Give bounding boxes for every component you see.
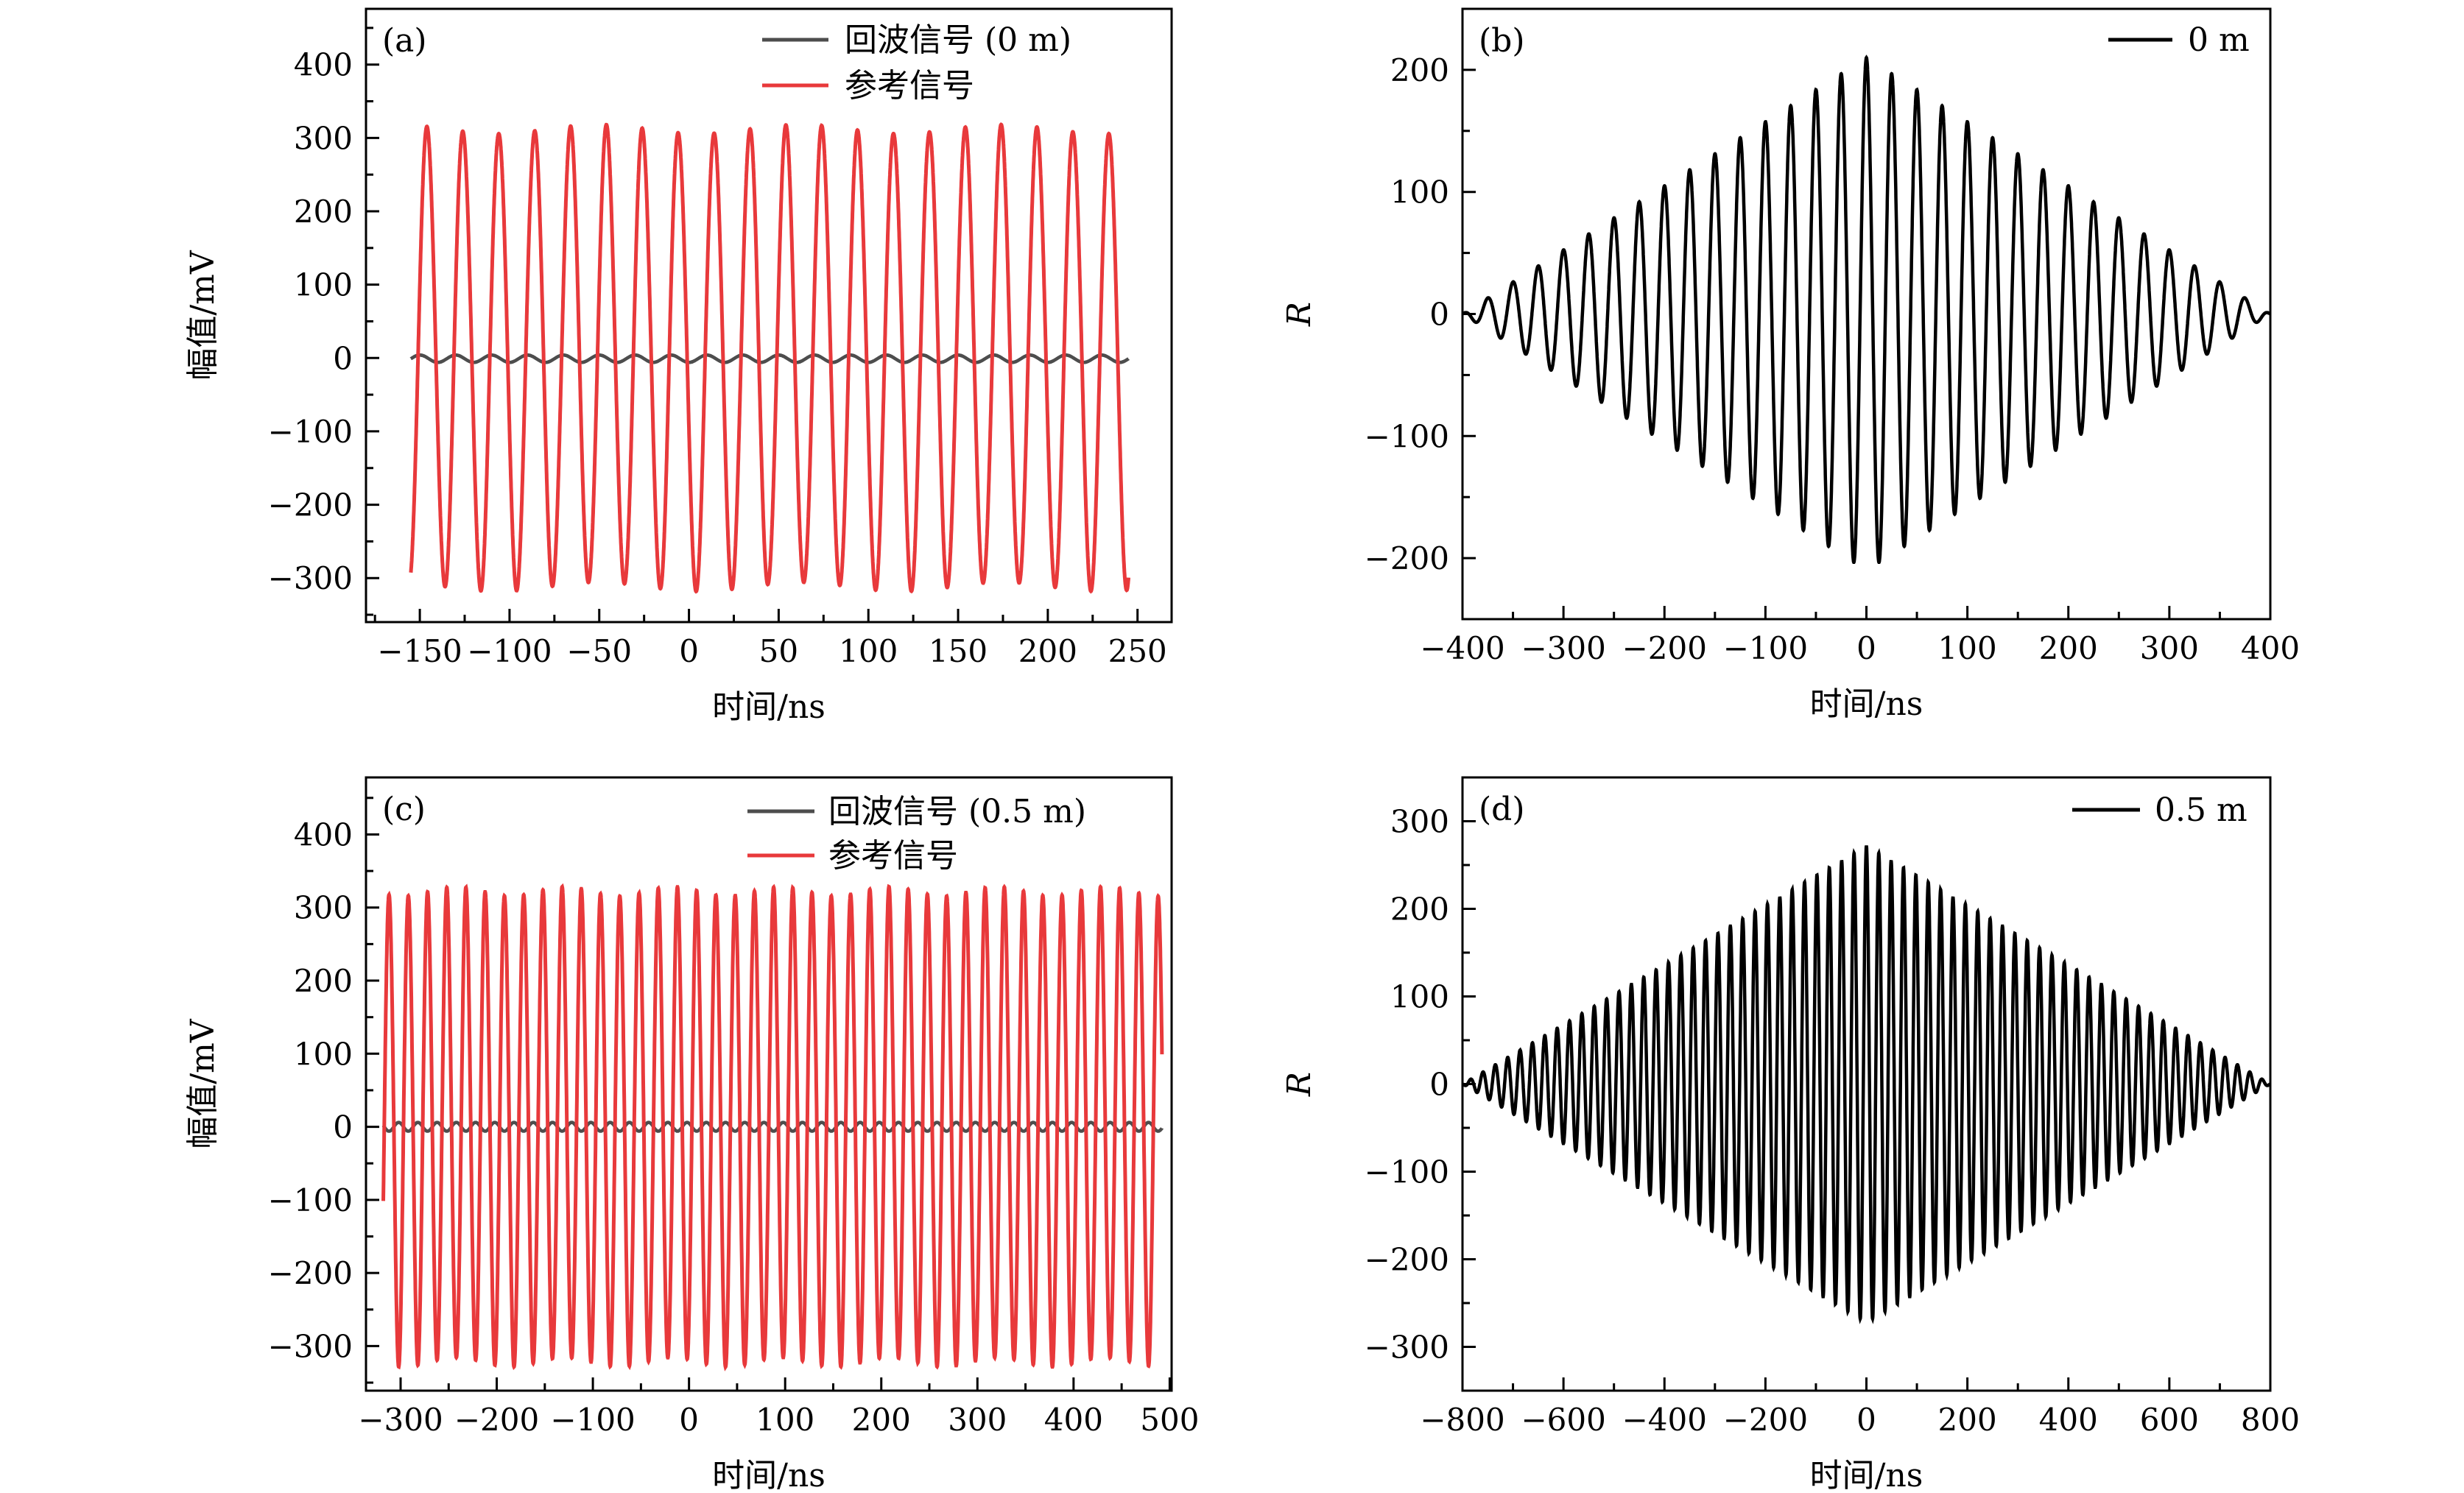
x-tick-label: −150 xyxy=(377,633,462,669)
y-tick-label: −300 xyxy=(268,1328,353,1364)
y-tick-label: −300 xyxy=(1365,1330,1449,1366)
x-tick-label: −400 xyxy=(1622,1402,1707,1438)
x-axis-label: 时间/ns xyxy=(1810,685,1923,723)
plot-frame xyxy=(365,776,1173,1392)
series-line-0 xyxy=(381,1120,1164,1133)
x-tick-label: −200 xyxy=(1723,1402,1808,1438)
y-tick-label: 200 xyxy=(1390,892,1449,928)
y-tick-label: 300 xyxy=(294,890,353,926)
x-tick-label: 150 xyxy=(929,633,988,669)
y-tick-label: 200 xyxy=(1390,52,1449,88)
x-tick-label: −600 xyxy=(1521,1402,1605,1438)
x-axis-label: 时间/ns xyxy=(712,1457,826,1493)
panel-d: −800 −600 −400 −200 0 200 400 600 800 −300 −200 −10… xyxy=(1281,776,2300,1493)
y-tick-label: 100 xyxy=(1390,979,1449,1015)
y-tick-label: 100 xyxy=(294,267,353,303)
panel-label: (b) xyxy=(1479,22,1525,60)
x-tick-label: −100 xyxy=(550,1402,635,1438)
x-tick-label: 0 xyxy=(679,633,699,669)
x-tick-label: −300 xyxy=(358,1402,443,1438)
series-line-1 xyxy=(409,122,1130,594)
x-tick-label: −400 xyxy=(1420,630,1504,666)
x-tick-label: 50 xyxy=(759,633,798,669)
x-tick-label: −100 xyxy=(467,633,552,669)
panel-c: −300 −200 −100 0 100 200 300 400 500 −300 −200 −100… xyxy=(184,776,1199,1493)
x-tick-label: −50 xyxy=(566,633,632,669)
y-tick-label: −100 xyxy=(1365,418,1449,454)
panel-b: −400 −300 −200 −100 0 100 200 300 400 −200 −100 0 10… xyxy=(1281,7,2300,723)
x-tick-label: 200 xyxy=(2039,630,2098,666)
x-tick-label: 100 xyxy=(756,1402,814,1438)
y-tick-label: 200 xyxy=(294,963,353,999)
y-axis-label: R xyxy=(1281,302,1318,327)
x-tick-label: 0 xyxy=(1856,1402,1876,1438)
x-tick-label: 250 xyxy=(1108,633,1167,669)
legend-label: 参考信号 xyxy=(845,67,974,105)
panel-label: (a) xyxy=(382,22,427,60)
y-tick-label: −100 xyxy=(268,1182,353,1218)
x-tick-label: 100 xyxy=(839,633,898,669)
y-tick-label: 100 xyxy=(1390,174,1449,211)
y-tick-label: 0 xyxy=(1429,1067,1449,1103)
x-tick-label: −300 xyxy=(1521,630,1605,666)
series-line-0 xyxy=(409,353,1130,364)
x-tick-label: 0 xyxy=(1856,630,1876,666)
x-tick-label: 200 xyxy=(852,1402,911,1438)
x-tick-label: 200 xyxy=(1018,633,1077,669)
legend-label: 参考信号 xyxy=(828,837,958,875)
x-tick-label: 100 xyxy=(1938,630,1997,666)
panel-a: −150 −100 −50 0 50 100 150 200 250−300−200−10001… xyxy=(184,7,1173,726)
x-tick-label: 500 xyxy=(1140,1402,1199,1438)
x-tick-label: 400 xyxy=(1044,1402,1103,1438)
panel-label: (c) xyxy=(382,791,426,828)
y-tick-label: 300 xyxy=(294,120,353,156)
y-tick-label: 0 xyxy=(333,1109,353,1146)
x-tick-label: 300 xyxy=(948,1402,1007,1438)
x-tick-label: 800 xyxy=(2241,1402,2300,1438)
legend-label: 回波信号 (0.5 m) xyxy=(828,793,1086,830)
y-tick-label: 0 xyxy=(1429,297,1449,333)
y-tick-label: −300 xyxy=(268,560,353,596)
y-tick-label: −200 xyxy=(1365,540,1449,576)
x-tick-label: 400 xyxy=(2039,1402,2098,1438)
y-tick-label: 400 xyxy=(294,816,353,853)
series-line-0 xyxy=(1462,54,2270,565)
legend-label: 0 m xyxy=(2188,21,2250,59)
legend-label: 回波信号 (0 m) xyxy=(845,21,1071,59)
x-tick-label: 200 xyxy=(1938,1402,1997,1438)
x-axis-label: 时间/ns xyxy=(1810,1457,1923,1493)
y-tick-label: −100 xyxy=(1365,1154,1449,1190)
x-tick-label: 0 xyxy=(679,1402,699,1438)
x-tick-label: −100 xyxy=(1723,630,1808,666)
y-tick-label: 200 xyxy=(294,194,353,230)
y-tick-label: 300 xyxy=(1390,804,1449,840)
y-tick-label: −200 xyxy=(268,487,353,523)
y-tick-label: −200 xyxy=(1365,1242,1449,1278)
y-tick-label: −100 xyxy=(268,414,353,450)
y-axis-label: 幅值/mV xyxy=(184,1018,222,1149)
y-axis-label: 幅值/mV xyxy=(184,250,222,381)
plot-frame xyxy=(365,7,1173,624)
x-tick-label: −800 xyxy=(1420,1402,1504,1438)
x-tick-label: 400 xyxy=(2241,630,2300,666)
y-tick-label: 0 xyxy=(333,340,353,376)
series-line-1 xyxy=(381,883,1164,1372)
y-tick-label: 100 xyxy=(294,1036,353,1072)
legend-label: 0.5 m xyxy=(2155,791,2247,829)
x-tick-label: 300 xyxy=(2140,630,2199,666)
x-tick-label: −200 xyxy=(1622,630,1707,666)
x-tick-label: −200 xyxy=(454,1402,539,1438)
y-tick-label: −200 xyxy=(268,1255,353,1291)
panel-label: (d) xyxy=(1479,791,1525,828)
y-tick-label: 400 xyxy=(294,47,353,83)
x-tick-label: 600 xyxy=(2140,1402,2199,1438)
y-axis-label: R xyxy=(1281,1072,1318,1097)
x-axis-label: 时间/ns xyxy=(712,688,826,726)
series-line-0 xyxy=(1462,845,2270,1324)
